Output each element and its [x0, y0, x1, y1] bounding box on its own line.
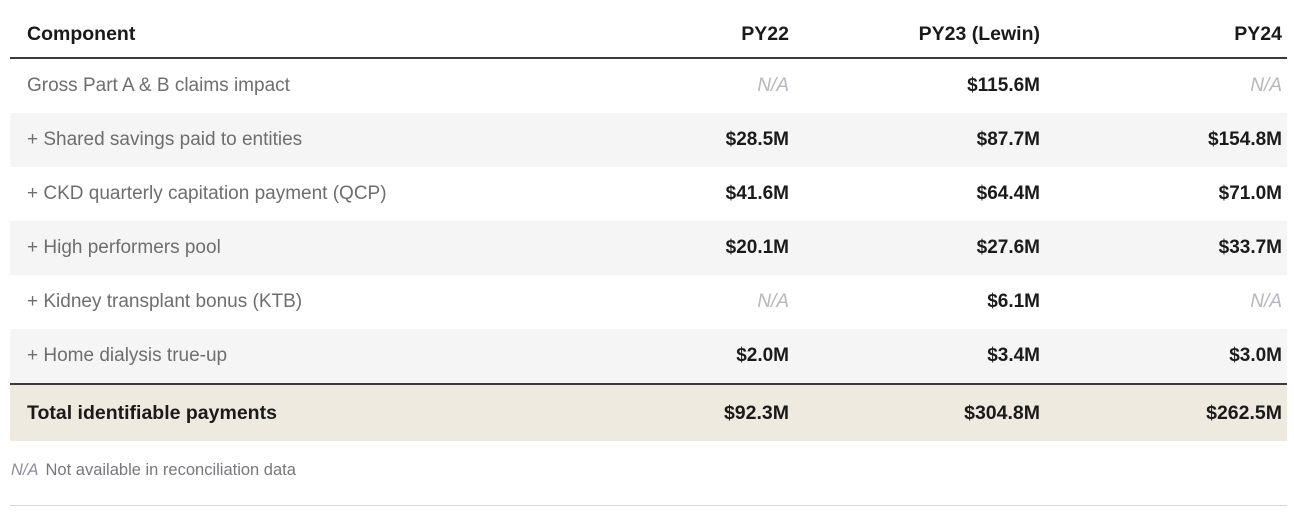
table-row: + High performers pool $20.1M $27.6M $33… — [10, 221, 1287, 275]
value-cell-py24: $154.8M — [1208, 129, 1282, 150]
value-cell-py24: $3.0M — [1229, 345, 1282, 366]
total-label-cell: Total identifiable payments — [27, 401, 277, 424]
footnote-na-abbr: N/A — [11, 461, 39, 479]
value-cell-py23: $27.6M — [976, 237, 1040, 258]
footnote: N/A Not available in reconciliation data — [10, 461, 1287, 480]
value-cell-py23: $64.4M — [976, 183, 1040, 204]
value-cell-py22: $28.5M — [725, 129, 789, 150]
column-header-py22: PY22 — [741, 23, 789, 45]
value-cell-py23: $6.1M — [987, 291, 1040, 312]
header-row: Component PY22 PY23 (Lewin) PY24 — [10, 12, 1287, 58]
value-cell-py24: $33.7M — [1218, 237, 1282, 258]
value-cell-py22: $2.0M — [736, 345, 789, 366]
table-row: + CKD quarterly capitation payment (QCP)… — [10, 167, 1287, 221]
table-row: + Shared savings paid to entities $28.5M… — [10, 113, 1287, 167]
value-cell-py22: $20.1M — [725, 237, 789, 258]
table-row: Gross Part A & B claims impact N/A $115.… — [10, 58, 1287, 113]
total-row: Total identifiable payments $92.3M $304.… — [10, 384, 1287, 441]
total-value-cell-py24: $262.5M — [1206, 401, 1282, 424]
value-cell-py24: $71.0M — [1218, 183, 1282, 204]
column-header-component: Component — [27, 23, 136, 45]
bottom-divider — [10, 505, 1287, 506]
value-cell-py22: $41.6M — [725, 183, 789, 204]
total-value-cell-py23: $304.8M — [964, 401, 1040, 424]
component-cell: + CKD quarterly capitation payment (QCP) — [27, 183, 387, 204]
component-cell: + Shared savings paid to entities — [27, 129, 303, 150]
column-header-py23: PY23 (Lewin) — [918, 23, 1040, 45]
component-cell: + High performers pool — [27, 237, 221, 258]
component-cell: Gross Part A & B claims impact — [27, 75, 290, 96]
component-cell: + Kidney transplant bonus (KTB) — [27, 291, 303, 312]
value-cell-py22: N/A — [757, 291, 789, 312]
payments-table: Component PY22 PY23 (Lewin) PY24 Gross P… — [10, 12, 1287, 441]
value-cell-py24: N/A — [1250, 75, 1282, 96]
value-cell-py23: $87.7M — [976, 129, 1040, 150]
column-header-py24: PY24 — [1234, 23, 1282, 45]
table-row: + Home dialysis true-up $2.0M $3.4M $3.0… — [10, 329, 1287, 384]
value-cell-py22: N/A — [757, 75, 789, 96]
table-row: + Kidney transplant bonus (KTB) N/A $6.1… — [10, 275, 1287, 329]
component-cell: + Home dialysis true-up — [27, 345, 228, 366]
value-cell-py23: $115.6M — [967, 75, 1040, 96]
total-value-cell-py22: $92.3M — [723, 401, 789, 424]
footnote-text: Not available in reconciliation data — [45, 461, 296, 479]
value-cell-py24: N/A — [1250, 291, 1282, 312]
value-cell-py23: $3.4M — [987, 345, 1040, 366]
